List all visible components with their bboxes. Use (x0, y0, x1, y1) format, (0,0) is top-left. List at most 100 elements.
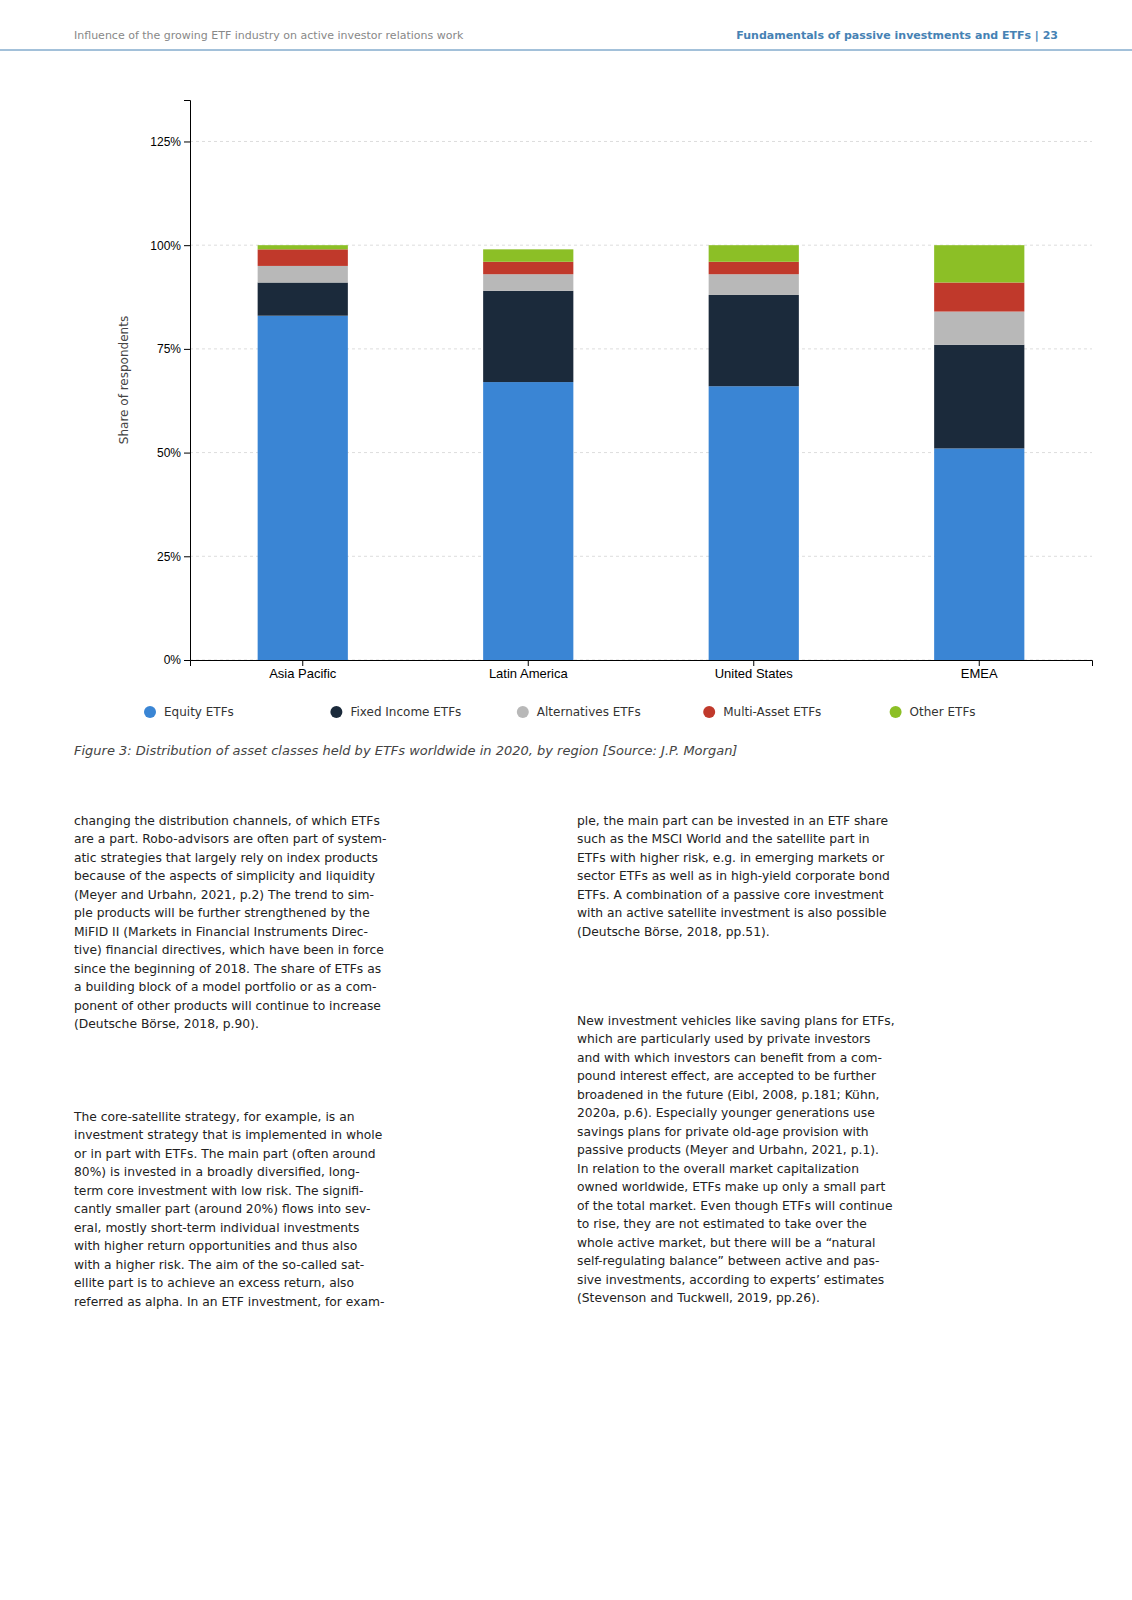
y-tick: 50% (157, 446, 190, 460)
legend-label: Multi-Asset ETFs (723, 705, 821, 719)
bar-segment (258, 266, 348, 283)
body-paragraph-line: with higher return opportunities and thu… (74, 1239, 357, 1253)
bar-series (258, 245, 1025, 282)
body-paragraph-line: passive products (Meyer and Urbahn, 2021… (577, 1143, 879, 1157)
body-paragraph-line: are a part. Robo-advisors are often part… (74, 832, 386, 846)
body-paragraph-line: sector ETFs as well as in high-yield cor… (577, 869, 890, 883)
body-paragraph-line: to rise, they are not estimated to take … (577, 1217, 867, 1231)
legend-item: Other ETFs (890, 705, 976, 719)
body-paragraph-line: In relation to the overall market capita… (577, 1162, 859, 1176)
bar-series (258, 283, 1025, 449)
y-tick: 25% (157, 550, 190, 564)
body-paragraph-line: (Deutsche Börse, 2018, p.90). (74, 1017, 259, 1031)
body-paragraph-line: cantly smaller part (around 20%) flows i… (74, 1202, 370, 1216)
x-tick: Asia Pacific (269, 660, 337, 681)
legend-item: Fixed Income ETFs (330, 705, 461, 719)
body-paragraph-line: of the total market. Even though ETFs wi… (577, 1199, 892, 1213)
legend-label: Alternatives ETFs (537, 705, 641, 719)
bar-segment (934, 312, 1024, 345)
x-tick: EMEA (961, 660, 998, 681)
bar-segment (258, 283, 348, 316)
x-axis-line (191, 661, 1093, 667)
legend-swatch (890, 706, 902, 718)
bar-segment (258, 249, 348, 266)
body-paragraph-line: MiFID II (Markets in Financial Instrumen… (74, 925, 368, 939)
legend-swatch (330, 706, 342, 718)
body-paragraph: changing the distribution channels, of w… (74, 814, 386, 1031)
x-tick-label: United States (715, 666, 794, 681)
body-paragraph-line: sive investments, according to experts’ … (577, 1273, 884, 1287)
header-right: Fundamentals of passive investments and … (736, 29, 1058, 42)
body-paragraph-line: since the beginning of 2018. The share o… (74, 962, 381, 976)
body-paragraph-line: The core-satellite strategy, for example… (73, 1110, 354, 1124)
y-tick-label: 125% (150, 135, 181, 149)
body-paragraph-line: savings plans for private old-age provis… (577, 1125, 869, 1139)
x-tick: Latin America (489, 660, 569, 681)
body-paragraph-line: owned worldwide, ETFs make up only a sma… (577, 1180, 885, 1194)
y-tick-label: 25% (157, 550, 181, 564)
y-tick: 100% (150, 239, 190, 253)
body-paragraph-line: pound interest effect, are accepted to b… (577, 1069, 877, 1083)
y-tick-mark (184, 245, 190, 246)
body-paragraph: New investment vehicles like saving plan… (577, 1014, 895, 1306)
header-right-line: Fundamentals of passive investments and … (736, 29, 1058, 42)
legend-swatch (144, 706, 156, 718)
body-paragraph-line: 2020a, p.6). Especially younger generati… (577, 1106, 875, 1120)
body-paragraph-line: (Stevenson and Tuckwell, 2019, pp.26). (577, 1291, 820, 1305)
bar-series (258, 316, 1025, 660)
body-paragraph-line: tive) financial directives, which have b… (74, 943, 384, 957)
body-paragraph: The core-satellite strategy, for example… (73, 1110, 384, 1309)
y-tick-mark (184, 141, 190, 142)
y-tick-mark (184, 349, 190, 350)
body-paragraph-line: investment strategy that is implemented … (74, 1128, 382, 1142)
legend-swatch (703, 706, 715, 718)
legend-swatch (517, 706, 529, 718)
body-paragraph-line: broadened in the future (Eibl, 2008, p.1… (577, 1088, 879, 1102)
bar-segment (709, 274, 799, 295)
y-axis: 0%25%50%75%100%125% (150, 101, 190, 668)
header-rule (0, 50, 1132, 51)
body-paragraph-line: atic strategies that largely rely on ind… (74, 851, 378, 865)
bar-segment (934, 283, 1024, 312)
header-left: Influence of the growing ETF industry on… (74, 29, 464, 42)
bar-segment (934, 448, 1024, 660)
bar-segment (709, 262, 799, 274)
bar-segment (483, 274, 573, 291)
bars (258, 245, 1025, 660)
bar-segment (258, 316, 348, 660)
y-tick-label: 75% (157, 342, 181, 356)
x-tick-label: Latin America (489, 666, 569, 681)
body-paragraph-line: eral, mostly short-term individual inves… (74, 1221, 359, 1235)
bar-segment (483, 249, 573, 261)
bar-segment (709, 245, 799, 262)
legend-label: Fixed Income ETFs (350, 705, 461, 719)
body-paragraph-line: ponent of other products will continue t… (74, 999, 381, 1013)
body-paragraph-line: changing the distribution channels, of w… (74, 814, 380, 828)
y-axis-title: Share of respondents (117, 316, 131, 444)
y-tick-mark (184, 556, 190, 557)
bar-segment (709, 295, 799, 386)
x-tick-mark (979, 660, 980, 666)
bar-segment (934, 345, 1024, 449)
body-paragraph-line: ETFs with higher risk, e.g. in emerging … (577, 851, 885, 865)
x-axis: Asia Pacific Latin America United States EM… (191, 660, 1093, 681)
chart: 0%25%50%75%100%125%Asia PacificLatin Ame… (150, 101, 1092, 682)
y-tick-mark (184, 660, 190, 661)
body-paragraph-line: or in part with ETFs. The main part (oft… (74, 1147, 376, 1161)
y-tick: 75% (157, 342, 190, 356)
legend-item: Equity ETFs (144, 705, 234, 719)
body-paragraph-line: ple, the main part can be invested in an… (577, 814, 888, 828)
body-paragraph-line: self-regulating balance” between active … (577, 1254, 879, 1268)
x-tick-mark (753, 660, 754, 666)
body-paragraph-line: (Meyer and Urbahn, 2021, p.2) The trend … (74, 888, 374, 902)
page: Influence of the growing ETF industry on… (0, 0, 1132, 1600)
bar-segment (258, 245, 348, 249)
y-axis-line (184, 101, 191, 661)
y-tick: 125% (150, 135, 190, 149)
y-tick-mark (184, 453, 190, 454)
legend: Equity ETFs Fixed Income ETFs Alternatives… (144, 705, 976, 719)
body-paragraph-line: New investment vehicles like saving plan… (577, 1014, 895, 1028)
legend-label: Other ETFs (910, 705, 976, 719)
bar-segment (483, 291, 573, 382)
body-paragraph-line: and with which investors can benefit fro… (577, 1051, 882, 1065)
